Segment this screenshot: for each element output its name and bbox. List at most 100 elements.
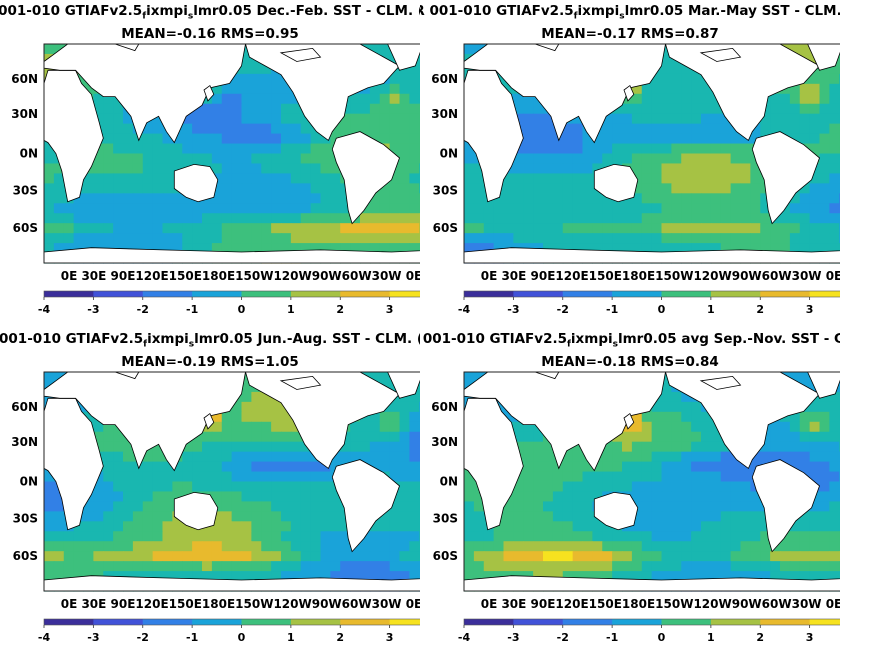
heatmap-cell — [543, 203, 554, 214]
heatmap-cell — [780, 243, 791, 254]
heatmap-cell — [360, 123, 371, 135]
heatmap-cell — [691, 531, 702, 542]
heatmap-cell — [819, 223, 830, 234]
heatmap-cell — [83, 83, 94, 95]
land-shape — [751, 459, 820, 553]
heatmap-cell — [661, 73, 672, 85]
heatmap-cell — [340, 541, 351, 552]
heatmap-cell — [483, 223, 495, 234]
heatmap-cell — [710, 531, 722, 542]
heatmap-cell — [113, 103, 124, 115]
heatmap-cell — [681, 541, 692, 552]
colorbar-segment — [562, 619, 613, 625]
heatmap-cell — [369, 521, 381, 532]
heatmap-cell — [162, 531, 173, 542]
heatmap-cell — [93, 501, 104, 512]
heatmap-cell — [221, 243, 233, 254]
heatmap-cell — [523, 471, 534, 483]
heatmap-cell — [142, 541, 154, 552]
heatmap-cell — [389, 243, 401, 254]
heatmap-cell — [651, 73, 663, 85]
heatmap-cell — [271, 531, 282, 542]
heatmap-cell — [419, 143, 420, 155]
heatmap-cell — [473, 243, 485, 254]
heatmap-cell — [379, 213, 391, 224]
heatmap-cell — [533, 233, 544, 244]
colorbar-segment — [93, 291, 144, 297]
heatmap-cell — [172, 153, 183, 165]
heatmap-cell — [661, 233, 672, 244]
heatmap-cell — [290, 213, 302, 224]
heatmap-cell — [123, 223, 134, 234]
heatmap-cell — [641, 531, 653, 542]
heatmap-cell — [750, 173, 761, 184]
heatmap-cell — [231, 183, 243, 194]
heatmap-cell — [241, 501, 252, 512]
heatmap-cell — [162, 233, 173, 244]
heatmap-cell — [681, 173, 692, 184]
heatmap-cell — [379, 123, 391, 135]
heatmap-cell — [399, 233, 410, 244]
heatmap-cell — [592, 571, 603, 582]
heatmap-cell — [641, 481, 653, 493]
heatmap-cell — [172, 571, 183, 582]
heatmap-cell — [231, 451, 243, 463]
colorbar-tick-label: 3 — [806, 631, 814, 644]
heatmap-cell — [562, 461, 574, 473]
heatmap-cell — [241, 93, 252, 105]
heatmap-cell — [710, 233, 722, 244]
heatmap-cell — [691, 73, 702, 85]
colorbar-tick-label: 1 — [287, 631, 295, 644]
heatmap-cell — [320, 481, 331, 493]
heatmap-cell — [720, 163, 732, 174]
heatmap-cell — [602, 143, 613, 155]
heatmap-cell — [839, 421, 840, 433]
heatmap-cell — [103, 143, 114, 155]
heatmap-cell — [691, 223, 702, 234]
heatmap-cell — [221, 223, 233, 234]
heatmap-cell — [113, 123, 124, 135]
heatmap-cell — [281, 183, 292, 194]
heatmap-cell — [651, 163, 663, 174]
heatmap-cell — [172, 223, 183, 234]
heatmap-cell — [162, 501, 173, 512]
heatmap-cell — [63, 571, 75, 582]
title-text-a: YR 001-010 GTIAFv2.5 — [420, 331, 567, 347]
heatmap-cell — [202, 571, 213, 582]
heatmap-cell — [582, 571, 593, 582]
heatmap-cell — [152, 571, 164, 582]
heatmap-cell — [340, 551, 351, 562]
heatmap-cell — [399, 541, 410, 552]
heatmap-cell — [602, 193, 613, 204]
heatmap-cell — [142, 173, 154, 184]
heatmap-cell — [523, 93, 534, 105]
heatmap-cell — [241, 123, 252, 135]
heatmap-cell — [839, 381, 840, 393]
heatmap-cell — [389, 441, 401, 453]
heatmap-cell — [142, 521, 154, 532]
heatmap-cell — [409, 431, 420, 443]
heatmap-cell — [829, 133, 840, 145]
heatmap-cell — [710, 571, 722, 582]
heatmap-cell — [483, 571, 495, 582]
heatmap-cell — [809, 193, 821, 204]
heatmap-cell — [740, 153, 751, 165]
heatmap-cell — [44, 153, 55, 165]
heatmap-cell — [651, 561, 663, 572]
heatmap-cell — [473, 44, 485, 55]
heatmap-cell — [419, 391, 420, 403]
heatmap-cell — [113, 521, 124, 532]
heatmap-cell — [612, 471, 623, 483]
map-panel-mam: YR 001-010 GTIAFv2.5fixmpislmr0.05 Mar.-… — [420, 0, 840, 330]
heatmap-cell — [691, 461, 702, 473]
heatmap-cell — [809, 461, 821, 473]
heatmap-cell — [720, 561, 732, 572]
heatmap-cell — [612, 233, 623, 244]
heatmap-cell — [290, 491, 302, 502]
heatmap-cell — [671, 531, 682, 542]
heatmap-cell — [83, 531, 94, 542]
heatmap-cell — [760, 521, 771, 532]
heatmap-cell — [202, 461, 213, 473]
y-tick-label: 30S — [433, 184, 458, 198]
heatmap-cell — [251, 451, 262, 463]
